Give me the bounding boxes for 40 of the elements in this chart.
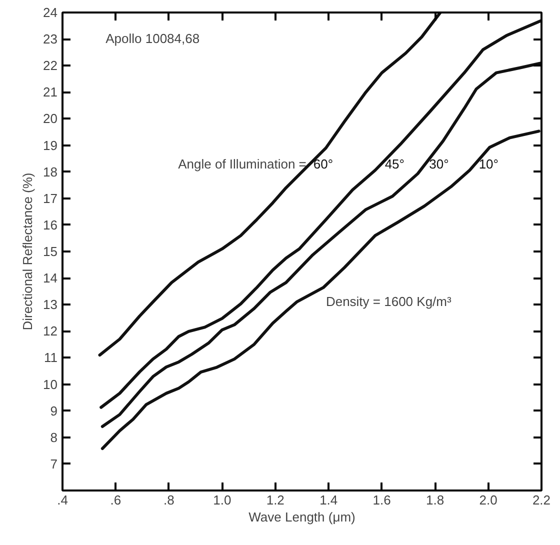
x-tick-label: 1.6	[372, 492, 391, 508]
y-tick-label: 14	[43, 270, 58, 286]
x-tick-label: .6	[110, 492, 122, 508]
line-series	[100, 18, 542, 409]
y-tick-label: 7	[50, 456, 58, 472]
y-tick-label: 16	[43, 217, 58, 232]
series-label: 30°	[429, 156, 449, 172]
annotation: Angle of Illumination =	[178, 156, 306, 172]
series-label: 45°	[384, 156, 404, 172]
series-label: 60°	[313, 156, 334, 172]
line-series	[100, 130, 540, 450]
y-tick-label: 13	[43, 297, 58, 312]
y-tick-label: 24	[43, 5, 58, 20]
x-tick-label: 2.2	[532, 492, 551, 508]
y-tick-label: 18	[43, 164, 58, 180]
series-label: 10°	[478, 156, 498, 172]
x-tick-label: 1.4	[320, 492, 338, 508]
y-tick-label: 17	[43, 190, 58, 206]
x-tick-label: 1.0	[213, 492, 232, 508]
y-tick-label: 8	[50, 430, 58, 445]
x-axis-title: Wave Length (μm)	[248, 510, 356, 524]
x-tick-label: .8	[164, 492, 174, 508]
annotation: Apollo 10084,68	[106, 30, 200, 46]
x-tick-label: 1.2	[266, 492, 284, 508]
line-series	[100, 61, 542, 428]
x-tick-label: .4	[57, 492, 68, 508]
y-tick-label: 9	[50, 403, 58, 418]
y-tick-label: 11	[44, 350, 58, 366]
y-tick-label: 21	[43, 84, 58, 100]
y-axis-title: Directional Reflectance (%)	[20, 172, 36, 330]
y-tick-label: 12	[43, 324, 58, 339]
y-tick-label: 19	[43, 138, 58, 153]
y-tick-label: 23	[43, 32, 58, 47]
y-tick-label: 20	[43, 111, 58, 126]
y-tick-label: 22	[43, 58, 58, 74]
annotation: Density = 1600 Kg/m³	[326, 294, 452, 309]
y-tick-label: 10	[43, 376, 58, 392]
y-tick-label: 15	[43, 244, 58, 259]
x-tick-label: 2.0	[479, 492, 498, 508]
x-tick-label: 1.8	[426, 492, 444, 508]
